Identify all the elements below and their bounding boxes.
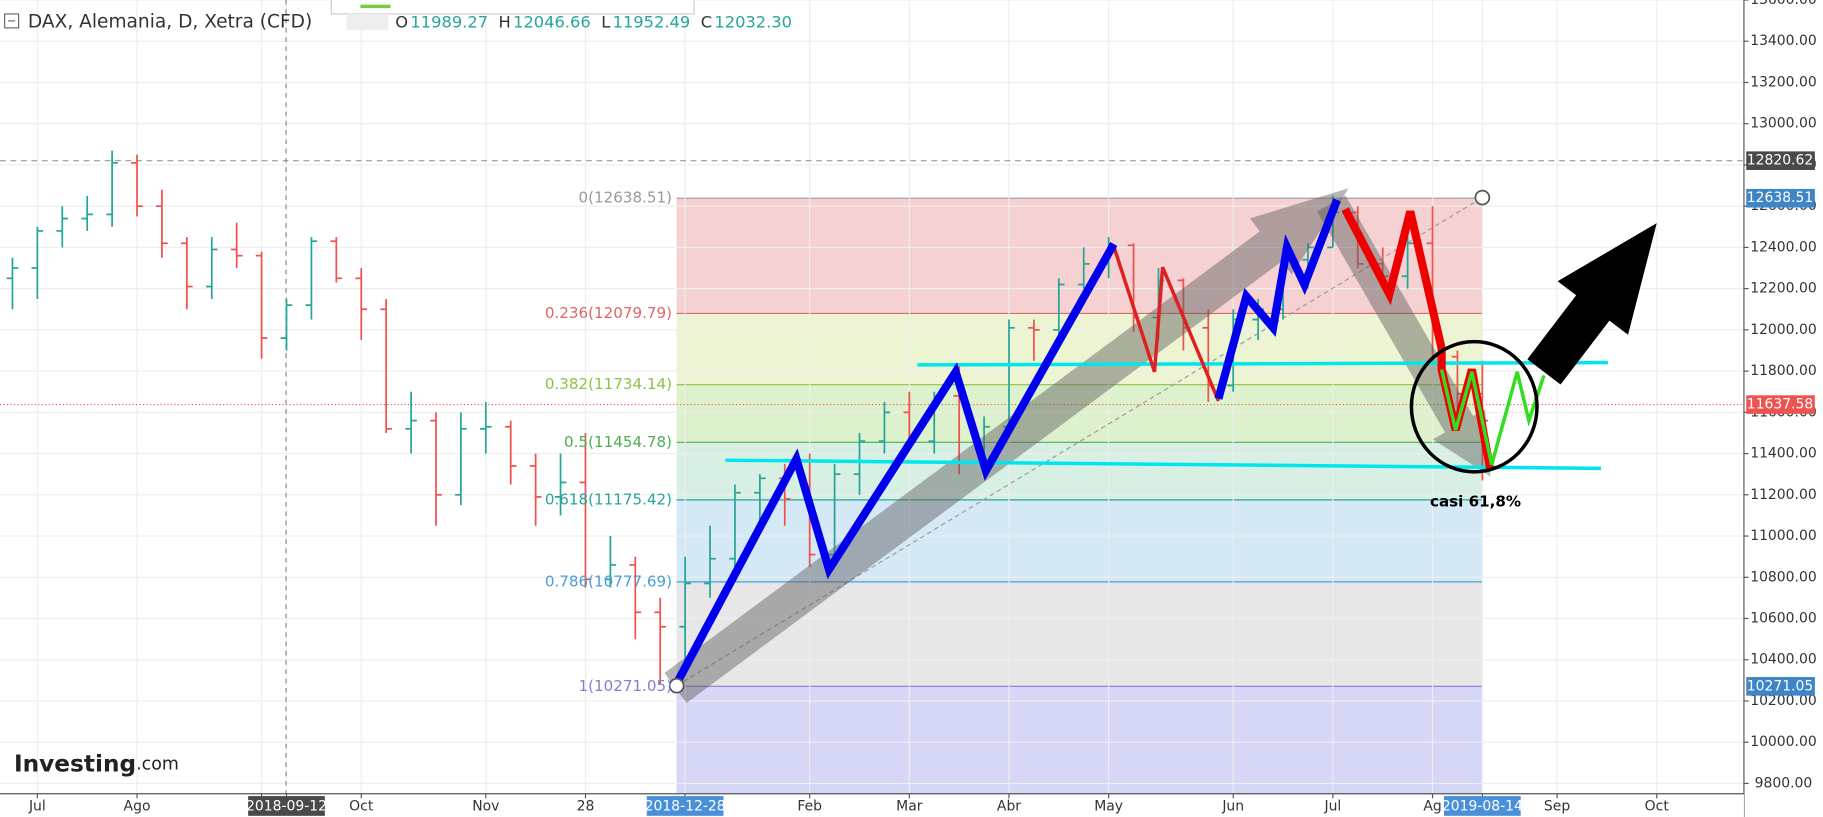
fib-zone	[676, 581, 1483, 687]
blue-zigzag	[671, 242, 1118, 688]
x-marker-box	[1443, 796, 1521, 816]
x-tick-label: 28	[577, 799, 595, 815]
y-tick-label: 12200.00	[1750, 281, 1817, 297]
anchor-point	[1474, 189, 1491, 206]
y-tick-label: 10200.00	[1750, 693, 1817, 709]
trend-line	[676, 197, 1483, 687]
y-tick-label: 12000.00	[1750, 322, 1817, 338]
labels-layer: DAX, Alemania, D, Xetra (CFD) casi 61,8%…	[4, 0, 1817, 816]
x-tick-label: Ag	[1423, 799, 1441, 815]
fib-label: 0.786(10777.69)	[545, 572, 672, 590]
x-tick-label: Oct	[349, 799, 374, 815]
x-tick-label: Mar	[896, 799, 923, 815]
y-tick-label: 12400.00	[1750, 239, 1817, 255]
x-marker-label: 2019-08-14	[1442, 799, 1523, 815]
support-line	[725, 458, 1601, 471]
fib-zone	[676, 313, 1483, 385]
price-label-box	[1746, 151, 1815, 170]
fib-label: 0.382(11734.14)	[545, 375, 672, 393]
ohlc-value: 12046.66	[513, 13, 591, 32]
x-marker-label: 2018-09-12	[246, 799, 327, 815]
circle-mark	[1409, 339, 1539, 474]
fib-label: 1(10271.05)	[578, 677, 672, 695]
x-tick-label: Oct	[1645, 799, 1670, 815]
logo: Investing.com	[14, 750, 179, 777]
price-label-box	[1746, 188, 1815, 208]
x-tick-label: May	[1094, 799, 1123, 815]
y-tick-label: 10000.00	[1750, 734, 1817, 750]
y-tick-label: 11400.00	[1750, 446, 1817, 462]
x-axis-panel	[0, 793, 1744, 817]
x-tick-label: Ago	[124, 799, 151, 815]
ohlc-value: 11952.49	[613, 13, 691, 32]
fib-label: 0.236(12079.79)	[545, 304, 672, 322]
price-label-box	[1746, 677, 1815, 696]
y-tick-label: 10400.00	[1750, 652, 1817, 668]
x-tick-label: Sep	[1544, 799, 1570, 815]
ohlc-key: O	[395, 13, 408, 32]
fib-zone	[676, 442, 1483, 500]
y-tick-label: 13600.00	[1750, 0, 1817, 8]
fib-zone	[676, 686, 1483, 794]
blue-zigzag-2	[1214, 198, 1341, 400]
toolbar-icon[interactable]	[360, 4, 391, 9]
resistance-line	[917, 360, 1608, 367]
fib-label: 0.5(11454.78)	[564, 433, 672, 451]
annotation: casi 61,8%	[1430, 493, 1521, 511]
x-marker-box	[646, 796, 724, 816]
fib-zone	[676, 499, 1483, 582]
fib-zone	[676, 384, 1483, 443]
price-label-box	[1746, 395, 1815, 414]
ohlc-value: 12032.30	[714, 13, 792, 32]
x-tick-label: Jul	[28, 799, 46, 815]
visibility-icons[interactable]	[346, 13, 389, 31]
y-tick-label: 13400.00	[1750, 33, 1817, 49]
ohlc-key: L	[601, 13, 610, 32]
ohlc-key: C	[701, 13, 712, 32]
y-tick-label: 11200.00	[1750, 487, 1817, 503]
arrow-up-black	[1527, 223, 1657, 385]
y-tick-label: 11800.00	[1750, 363, 1817, 379]
x-tick-label: Feb	[797, 799, 822, 815]
x-tick-label: Nov	[472, 799, 499, 815]
ohlc-value: 11989.27	[410, 13, 488, 32]
fib-label: 0.618(11175.42)	[545, 490, 672, 508]
y-tick-label: 13000.00	[1750, 116, 1817, 132]
x-tick-label: Jul	[1323, 799, 1341, 815]
x-tick-label: Jun	[1221, 799, 1244, 815]
symbol-title: DAX, Alemania, D, Xetra (CFD)	[28, 12, 312, 33]
red-zigzag	[1112, 245, 1221, 402]
green-zigzag	[1439, 369, 1546, 466]
logo-suffix: .com	[136, 755, 179, 775]
x-marker-label: 2018-12-28	[645, 799, 726, 815]
y-tick-label: 10600.00	[1750, 611, 1817, 627]
x-tick-label: Abr	[997, 799, 1021, 815]
anchor-point	[668, 677, 685, 694]
y-tick-label: 10800.00	[1750, 569, 1817, 585]
price-label: 10271.05	[1747, 678, 1814, 694]
price-label: 11637.58	[1747, 397, 1814, 413]
price-label: 12638.51	[1747, 190, 1814, 206]
x-marker-box	[248, 796, 325, 816]
arrow-up-gray	[664, 188, 1349, 703]
ohlc-key: H	[499, 13, 511, 32]
y-tick-label: 13200.00	[1750, 74, 1817, 90]
fib-label: 0(12638.51)	[578, 189, 672, 207]
logo-brand: Investing	[14, 750, 136, 777]
price-label: 12820.62	[1747, 153, 1814, 169]
y-tick-label: 9800.00	[1755, 775, 1813, 791]
drawings	[664, 188, 1657, 703]
toolbar[interactable]	[330, 0, 695, 15]
y-tick-label: 11000.00	[1750, 528, 1817, 544]
